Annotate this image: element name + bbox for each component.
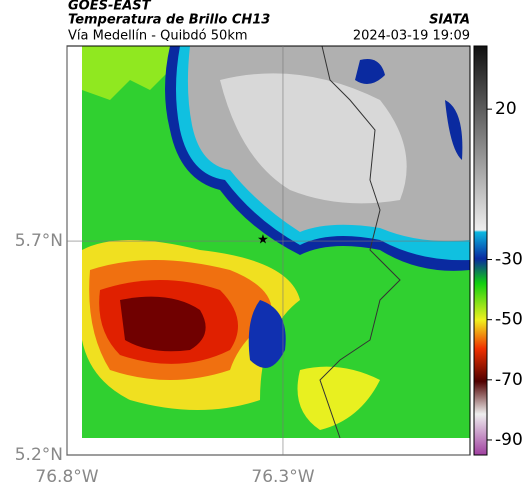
station-marker: ★ bbox=[257, 233, 269, 248]
subtitle: Vía Medellín - Quibdó 50km bbox=[68, 29, 248, 44]
map-image bbox=[82, 46, 470, 438]
lat-tick-label: 5.7°N bbox=[15, 231, 63, 251]
colorbar-tick-label: -90 bbox=[495, 430, 523, 450]
lon-tick-label: 76.3°W bbox=[251, 467, 314, 487]
datetime: 2024-03-19 19:09 bbox=[353, 29, 470, 44]
title: Temperatura de Brillo CH13 bbox=[68, 13, 270, 28]
lat-tick-label: 5.2°N bbox=[15, 445, 63, 465]
colorbar-tick-label: -70 bbox=[495, 370, 523, 390]
colorbar-tick-label: -50 bbox=[495, 310, 523, 330]
lon-tick-label: 76.8°W bbox=[35, 467, 98, 487]
org: SIATA bbox=[429, 13, 470, 28]
source: GOES-EAST bbox=[68, 0, 152, 14]
colorbar-tick-label: 20 bbox=[495, 99, 517, 119]
colorbar bbox=[473, 45, 488, 456]
colorbar-tick-label: -30 bbox=[495, 250, 523, 270]
